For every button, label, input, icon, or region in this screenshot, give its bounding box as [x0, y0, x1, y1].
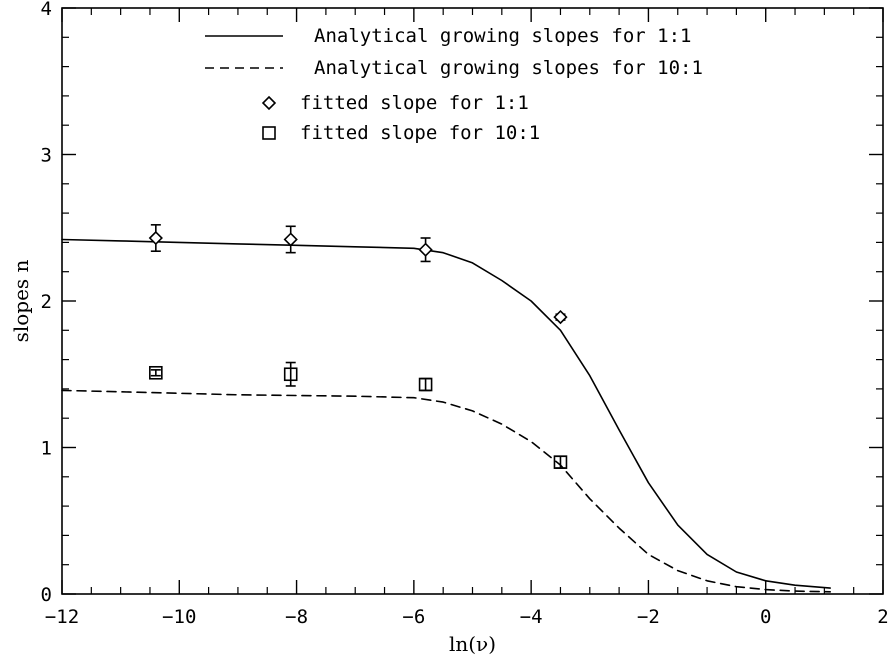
legend-square-icon	[262, 126, 276, 140]
diamond-point	[418, 242, 433, 257]
dashed-series-line	[61, 389, 831, 593]
y-tick-label: 3	[41, 145, 52, 167]
square-point	[149, 365, 163, 380]
y-tick-label: 1	[41, 438, 52, 460]
legend: Analytical growing slopes for 1:1 Analyti…	[205, 25, 703, 144]
series-layer	[61, 224, 831, 593]
x-tick-label: −12	[45, 606, 79, 628]
x-tick-label: −4	[520, 606, 543, 628]
legend-entry-label: fitted slope for 10:1	[300, 122, 540, 144]
legend-diamond-icon	[261, 95, 277, 111]
x-tick-label: −2	[637, 606, 660, 628]
square-point	[283, 367, 298, 382]
x-tick-label: −10	[162, 606, 196, 628]
x-tick-label: −8	[285, 606, 308, 628]
y-tick-label: 0	[41, 584, 52, 606]
diamond-point	[283, 232, 298, 247]
diamond-point	[553, 309, 568, 325]
ticks	[61, 7, 884, 595]
y-tick-label: 2	[41, 291, 52, 313]
y-tick-label: 4	[41, 0, 52, 20]
legend-entry-label: fitted slope for 1:1	[300, 92, 529, 114]
y-axis-label: slopes n	[9, 259, 33, 342]
square-point	[418, 377, 433, 392]
square-point	[553, 455, 568, 469]
x-tick-label: 0	[760, 606, 771, 628]
solid-series-line	[61, 238, 831, 589]
tick-labels: −12 −10 −8 −6 −4 −2 0 2 0 1 2 3 4	[41, 0, 889, 628]
legend-entry-label: Analytical growing slopes for 1:1	[314, 25, 692, 47]
x-tick-label: 2	[877, 606, 888, 628]
legend-entry-label: Analytical growing slopes for 10:1	[314, 57, 703, 79]
x-tick-label: −6	[402, 606, 425, 628]
x-axis-label: ln(ν)	[449, 632, 496, 656]
diamond-point	[148, 230, 163, 246]
